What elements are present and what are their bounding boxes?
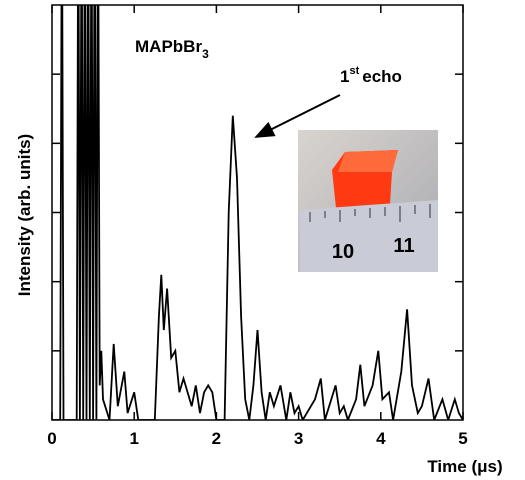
echo-superscript: st [349,65,359,77]
x-tick-label: 2 [212,429,221,448]
echo-number: 1 [340,67,349,86]
x-axis-label: Time (μs) [427,457,502,476]
inset-label: 10 [332,241,354,263]
x-tick-label: 1 [129,429,138,448]
sample-name: MAPbBr [135,37,202,56]
inset-label: 11 [393,235,414,257]
x-tick-label: 3 [294,429,303,448]
x-tick-label: 0 [47,429,56,448]
data-line [52,5,463,420]
echo-text: echo [362,67,402,86]
sample-subscript: 3 [202,47,209,61]
y-axis-label: Intensity (arb. units) [15,134,34,296]
x-tick-label: 5 [458,429,467,448]
inset-photo: 10 11 [298,130,438,272]
annotation-arrow [254,94,341,138]
x-tick-label: 4 [376,429,386,448]
sample-label: MAPbBr3 [135,37,209,61]
echo-label: 1st echo [340,65,402,86]
